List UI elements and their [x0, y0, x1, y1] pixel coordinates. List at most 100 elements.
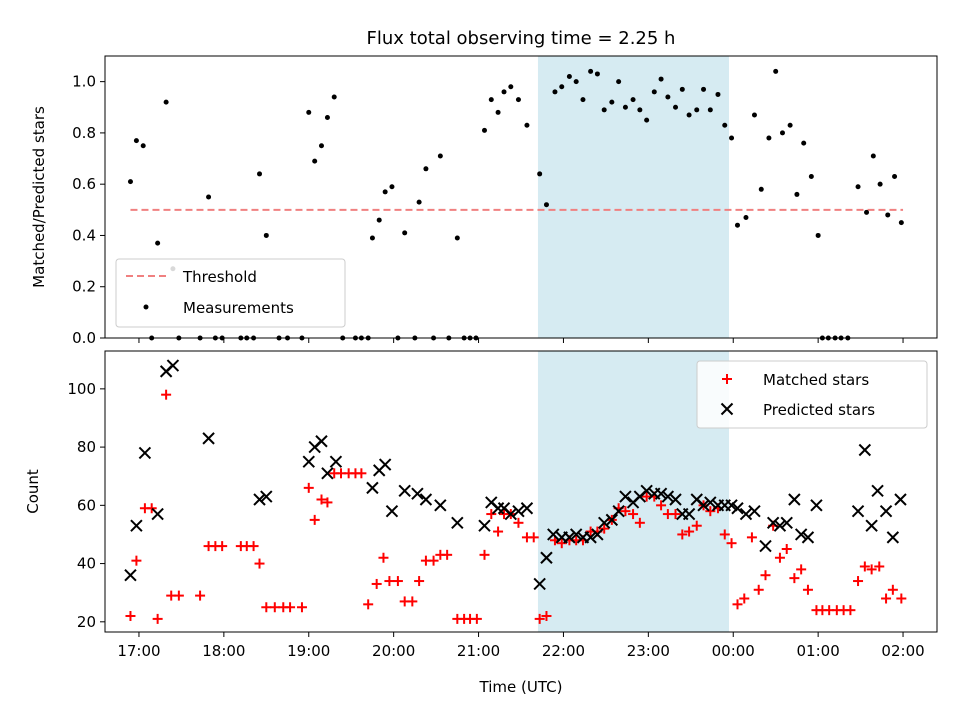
- x-tick-label: 00:00: [712, 642, 755, 660]
- predicted-star-marker: [591, 528, 604, 541]
- matched-star-marker: [296, 602, 307, 613]
- matched-star-marker: [599, 523, 610, 534]
- predicted-star-marker: [315, 435, 328, 448]
- measurement-point: [524, 122, 530, 128]
- predicted-star-marker: [640, 484, 653, 497]
- predicted-star-marker: [202, 432, 215, 445]
- matched-star-marker: [173, 590, 184, 601]
- measurement-point: [686, 112, 692, 118]
- legend-matched-label: Matched stars: [763, 371, 869, 389]
- predicted-star-marker: [478, 519, 491, 532]
- top-y-tick-label: 0.0: [72, 329, 96, 347]
- predicted-star-marker: [739, 507, 753, 521]
- matched-star-marker: [781, 544, 792, 555]
- measurement-point: [559, 84, 565, 90]
- measurement-point: [870, 153, 876, 159]
- matched-star-marker: [691, 520, 702, 531]
- predicted-star-marker: [612, 504, 625, 518]
- measurement-point: [543, 202, 549, 208]
- measurement-point: [437, 153, 443, 159]
- matched-star-marker: [407, 596, 418, 607]
- matched-star-marker: [670, 509, 681, 520]
- measurement-point: [155, 240, 161, 246]
- matched-star-marker: [378, 552, 389, 563]
- measurement-point: [773, 68, 779, 74]
- predicted-star-marker: [731, 502, 744, 515]
- measurement-point: [257, 171, 263, 177]
- top-x-ticks: [138, 338, 904, 343]
- matched-star-marker: [303, 482, 314, 493]
- measurement-point: [312, 158, 318, 164]
- predicted-star-marker: [302, 455, 315, 468]
- measurement-point: [630, 97, 636, 103]
- predicted-star-marker: [794, 528, 808, 541]
- measurement-point: [722, 122, 728, 128]
- bottom-y-ticks: 20 40 60 80 100: [67, 380, 105, 631]
- predicted-star-marker: [138, 446, 152, 460]
- predicted-star-marker: [366, 481, 379, 495]
- matched-star-markers: [125, 389, 907, 624]
- top-panel: 0.0 0.2 0.4 0.6 0.8 1.0 Flux total observing …: [30, 28, 938, 347]
- matched-star-marker: [620, 506, 631, 517]
- x-tick-label: 21:00: [457, 642, 500, 660]
- measurement-point: [637, 107, 643, 113]
- bottom-y-tick-label: 60: [77, 496, 96, 514]
- bottom-y-tick-label: 20: [77, 613, 96, 631]
- matched-star-marker: [285, 602, 296, 613]
- matched-star-marker: [774, 552, 785, 563]
- matched-star-marker: [726, 538, 737, 549]
- measurement-point: [885, 212, 891, 218]
- matched-star-marker: [853, 576, 864, 587]
- predicted-star-marker: [563, 531, 576, 544]
- measurement-point: [133, 138, 139, 144]
- predicted-star-marker: [697, 499, 710, 512]
- measurement-point: [454, 235, 460, 241]
- measurement-point: [369, 235, 375, 241]
- measurement-point: [324, 115, 330, 121]
- legend-measurement-swatch: [143, 304, 149, 310]
- matched-star-marker: [392, 576, 403, 587]
- measurement-point: [580, 97, 586, 103]
- matched-star-marker: [628, 509, 639, 520]
- predicted-star-marker: [253, 493, 266, 506]
- matched-star-marker: [322, 497, 333, 508]
- predicted-star-marker: [654, 487, 668, 500]
- predicted-star-marker: [619, 490, 632, 503]
- predicted-star-marker: [504, 507, 518, 521]
- measurement-point: [707, 107, 713, 113]
- measurement-point: [892, 173, 898, 179]
- measurement-point: [787, 122, 793, 128]
- measurement-point: [794, 191, 800, 197]
- top-y-tick-label: 1.0: [72, 73, 96, 91]
- measurement-point: [734, 222, 740, 228]
- measurement-point: [673, 104, 679, 110]
- legend-threshold-label: Threshold: [182, 268, 257, 286]
- bottom-y-tick-label: 100: [67, 380, 96, 398]
- top-y-tick-label: 0.8: [72, 124, 96, 142]
- top-y-axis-label: Matched/Predicted stars: [30, 106, 48, 288]
- predicted-star-marker: [398, 484, 411, 497]
- matched-star-marker: [753, 584, 764, 595]
- x-tick-label: 02:00: [881, 642, 924, 660]
- matched-star-marker: [493, 526, 504, 537]
- chart-title: Flux total observing time = 2.25 h: [367, 28, 676, 49]
- matched-star-marker: [732, 599, 743, 610]
- matched-star-marker: [881, 593, 892, 604]
- matched-star-marker: [634, 517, 645, 528]
- x-tick-label: 23:00: [627, 642, 670, 660]
- legend-measurement-label: Measurements: [183, 299, 294, 317]
- measurement-point: [140, 143, 146, 149]
- predicted-star-marker: [569, 528, 583, 541]
- predicted-star-markers: [124, 359, 907, 591]
- matched-star-marker: [541, 610, 552, 621]
- measurement-point: [815, 232, 821, 238]
- legend-matched-swatch: [722, 374, 732, 384]
- measurement-point: [701, 86, 707, 92]
- measurement-point: [318, 143, 324, 149]
- top-y-tick-label: 0.4: [72, 226, 96, 244]
- matched-star-marker: [513, 517, 524, 528]
- x-tick-label: 20:00: [372, 642, 415, 660]
- predicted-star-marker: [879, 504, 893, 518]
- measurement-point: [501, 89, 507, 95]
